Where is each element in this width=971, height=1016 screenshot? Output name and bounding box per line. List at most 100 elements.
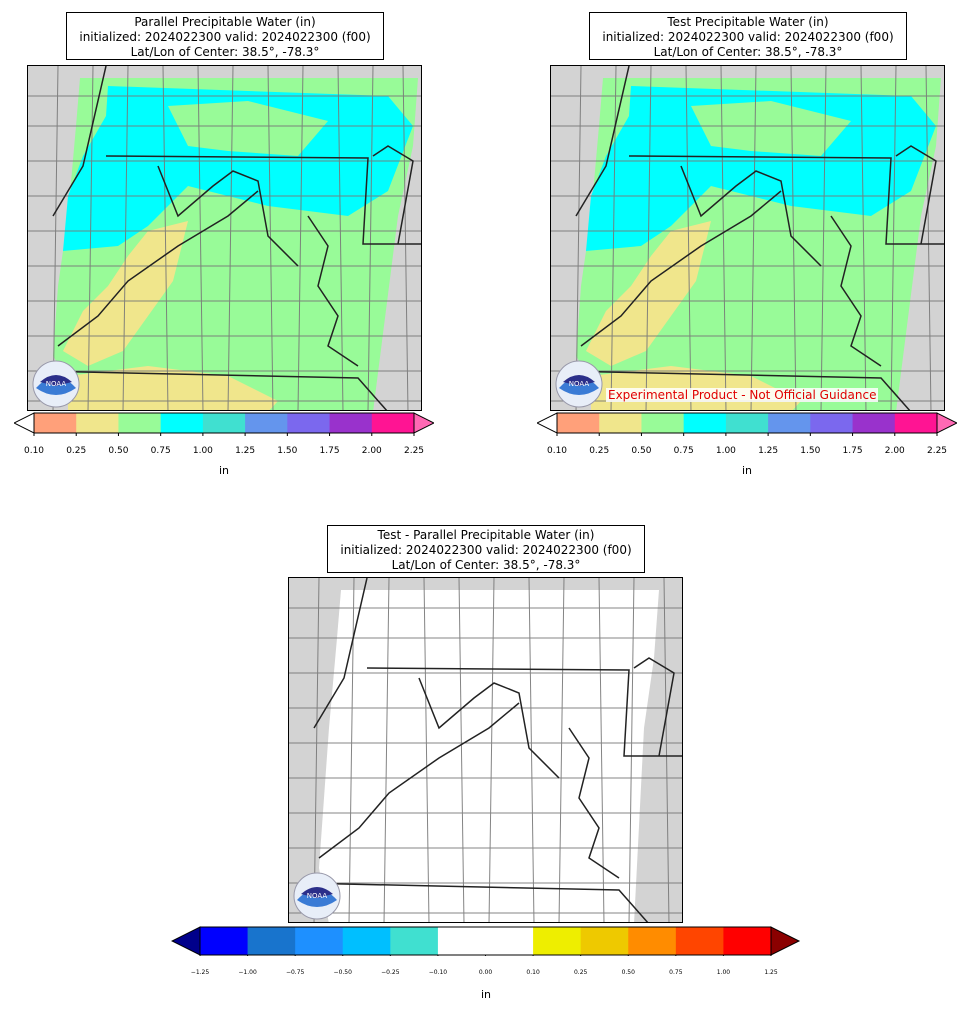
colorbar-segment (485, 927, 534, 955)
colorbar-segment (723, 927, 772, 955)
colorbar-segment (641, 413, 685, 433)
colorbar-segment (628, 927, 677, 955)
map-difference-svg (289, 578, 682, 922)
colorbar-unit-parallel: in (218, 464, 230, 477)
map-test: NOAA Experimental Product - Not Official… (550, 65, 945, 411)
colorbar-segment (329, 413, 373, 433)
colorbar-under-arrow (537, 412, 558, 434)
map-test-svg (551, 66, 944, 410)
colorbar-segment (557, 413, 600, 433)
pw-cyan-region (63, 86, 413, 251)
colorbar-segment (247, 927, 296, 955)
state-lines (37, 66, 421, 410)
title-line: Lat/Lon of Center: 38.5°, -78.3° (391, 558, 581, 572)
colorbar-tick-label: 1.00 (715, 446, 736, 456)
state-lines (298, 578, 682, 922)
colorbar-tick-label: 2.25 (403, 446, 425, 456)
title-line: Lat/Lon of Center: 38.5°, -78.3° (653, 45, 843, 59)
title-line: Test - Parallel Precipitable Water (in) (377, 528, 595, 542)
experimental-product-label: Experimental Product - Not Official Guid… (606, 388, 879, 402)
colorbar-tick-label: 0.00 (478, 969, 493, 976)
title-line: Lat/Lon of Center: 38.5°, -78.3° (130, 45, 320, 59)
colorbar-tick-label: 0.10 (23, 446, 45, 456)
noaa-logo: NOAA (555, 360, 603, 408)
pw-green-patch (168, 101, 328, 156)
colorbar-outline (33, 412, 415, 434)
title-line: initialized: 2024022300 valid: 202402230… (602, 30, 894, 44)
domain-fill (319, 590, 659, 922)
colorbar-tick-label: 2.00 (884, 446, 905, 456)
colorbar-tick-label: 0.25 (66, 446, 87, 456)
colorbar-segment (768, 413, 811, 433)
colorbar-segment (118, 413, 162, 433)
county-lines (28, 66, 421, 410)
colorbar-tick-label: −0.50 (333, 969, 352, 976)
colorbar-segment (160, 413, 204, 433)
colorbar-segment (599, 413, 642, 433)
colorbar-segment (810, 413, 854, 433)
colorbar-tick-label: 1.00 (716, 969, 731, 976)
panel-title-parallel: Parallel Precipitable Water (in) initial… (66, 12, 384, 60)
colorbar-tick-label: 1.25 (235, 446, 256, 456)
colorbar-difference (171, 926, 801, 956)
title-line: Test Precipitable Water (in) (667, 15, 829, 29)
colorbar-segment (894, 413, 938, 433)
colorbar-segment (533, 927, 582, 955)
colorbar-tick-label: 0.75 (673, 446, 694, 456)
colorbar-tick-label: 0.50 (631, 446, 652, 456)
colorbar-tick-label: 0.10 (526, 969, 540, 976)
state-lines (560, 66, 944, 410)
colorbar-segment (34, 413, 77, 433)
colorbar-test (537, 412, 957, 436)
colorbar-parallel (14, 412, 434, 436)
colorbar-tick-label: 0.75 (150, 446, 171, 456)
colorbar-segment (725, 413, 769, 433)
colorbar-segment (76, 413, 119, 433)
colorbar-segment (683, 413, 727, 433)
pw-cyan-region (586, 86, 936, 251)
colorbar-segment (675, 927, 724, 955)
colorbar-tick-label: −1.00 (238, 969, 257, 976)
colorbar-unit-difference: in (480, 988, 492, 1001)
colorbar-segment (287, 413, 331, 433)
colorbar-segment (371, 413, 415, 433)
colorbar-tick-label: −0.10 (428, 969, 448, 976)
colorbar-tick-label: 2.00 (361, 446, 382, 456)
colorbar-segment (200, 927, 249, 955)
map-parallel: NOAA (27, 65, 422, 411)
colorbar-tick-label: 0.25 (573, 969, 588, 976)
colorbar-under-arrow (14, 412, 35, 434)
colorbar-tick-label: 1.50 (800, 446, 821, 456)
colorbar-segment (852, 413, 896, 433)
colorbar-segment (202, 413, 246, 433)
noaa-logo: NOAA (293, 872, 341, 920)
svg-text:NOAA: NOAA (46, 380, 67, 388)
title-line: initialized: 2024022300 valid: 202402230… (340, 543, 632, 557)
panel-title-test: Test Precipitable Water (in) initialized… (589, 12, 907, 60)
colorbar-segment (437, 927, 486, 955)
colorbar-tick-label: 0.75 (669, 969, 683, 976)
colorbar-tick-label: 1.50 (277, 446, 298, 456)
colorbar-over-arrow (770, 926, 801, 956)
colorbar-tick-label: 1.25 (758, 446, 779, 456)
colorbar-segment (390, 927, 439, 955)
pw-green-patch (691, 101, 851, 156)
pw-yellow-region (68, 366, 278, 410)
noaa-logo: NOAA (32, 360, 80, 408)
map-difference: NOAA (288, 577, 683, 923)
colorbar-tick-label: 2.25 (926, 446, 948, 456)
pw-yellow-region (63, 221, 188, 366)
colorbar-segment (245, 413, 288, 433)
colorbar-tick-label: 1.25 (764, 969, 778, 976)
colorbar-outline (556, 412, 938, 434)
panel-title-difference: Test - Parallel Precipitable Water (in) … (327, 525, 645, 573)
colorbar-tick-label: −0.25 (381, 969, 400, 976)
colorbar-tick-label: −1.25 (190, 969, 210, 976)
colorbar-unit-test: in (741, 464, 753, 477)
colorbar-over-arrow (936, 412, 957, 434)
colorbar-tick-label: 0.25 (589, 446, 610, 456)
colorbar-tick-label: 0.50 (621, 969, 635, 976)
colorbar-under-arrow (171, 926, 201, 956)
colorbar-tick-label: 0.10 (546, 446, 568, 456)
svg-text:NOAA: NOAA (569, 380, 590, 388)
